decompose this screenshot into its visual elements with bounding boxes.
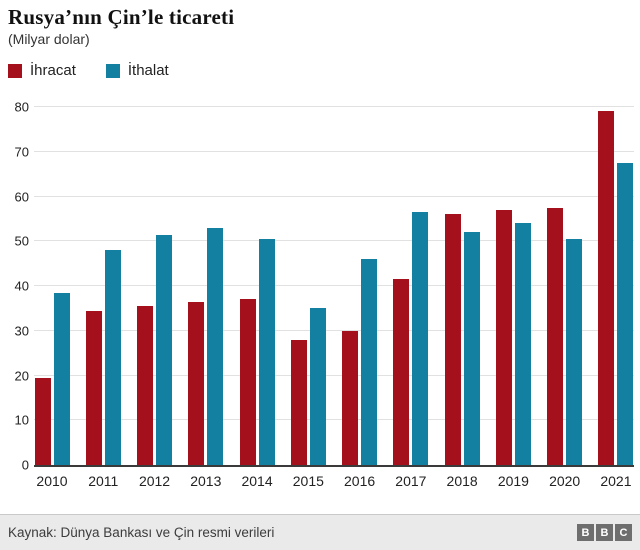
y-tick-40: 40 [14, 278, 29, 294]
gridline-80 [34, 106, 634, 107]
x-tick-2012: 2012 [138, 473, 171, 489]
gridline-60 [34, 195, 634, 197]
footer: Kaynak: Dünya Bankası ve Çin resmi veril… [0, 514, 640, 550]
bar-ithalat-2016 [361, 259, 378, 465]
bar-ithalat-2013 [207, 227, 224, 465]
bar-groups: 2010 2011 2012 2013 2014 2015 2016 2017 2018 2019… [34, 107, 634, 489]
bbc-logo-block: C [615, 524, 632, 541]
legend-item-ithalat: İthalat [105, 62, 169, 79]
legend: İhracat İthalat [0, 62, 640, 79]
bbc-logo-block: B [596, 524, 613, 541]
bar-ithalat-2010 [53, 292, 70, 465]
y-tick-50: 50 [14, 233, 29, 249]
year-group-2016: 2016 [342, 107, 378, 489]
bar-ithalat-2014 [258, 239, 275, 465]
gridline-30 [34, 329, 634, 331]
x-tick-2015: 2015 [292, 473, 324, 489]
bar-ihracat-2011 [85, 310, 102, 465]
gridline-10 [34, 419, 634, 421]
x-tick-2014: 2014 [241, 473, 273, 489]
bar-ithalat-2012 [156, 234, 173, 465]
bar-chart: 2010 2011 2012 2013 2014 2015 2016 2017 2018 2019… [8, 101, 634, 489]
bar-ithalat-2019 [514, 223, 531, 465]
chart-subtitle: (Milyar dolar) [8, 31, 90, 47]
plot-area: 2010 2011 2012 2013 2014 2015 2016 2017 2018 2019… [15, 101, 634, 489]
x-tick-2021: 2021 [600, 473, 632, 489]
x-tick-2020: 2020 [549, 473, 581, 489]
bar-ihracat-2017 [393, 279, 410, 465]
bar-ihracat-2014 [239, 299, 256, 465]
bar-ithalat-2015 [309, 308, 326, 465]
bar-ihracat-2013 [188, 301, 205, 465]
year-group-2019: 2019 [495, 107, 531, 489]
bar-ihracat-2018 [444, 214, 461, 465]
x-tick-2018: 2018 [446, 473, 478, 489]
x-tick-2013: 2013 [190, 473, 222, 489]
bar-ihracat-2019 [495, 209, 512, 465]
year-group-2018: 2018 [444, 107, 480, 489]
bar-ihracat-2012 [137, 306, 154, 465]
bbc-logo: B B C [577, 524, 632, 541]
legend-swatch-ithalat [105, 63, 120, 78]
legend-swatch-ihracat [8, 63, 22, 78]
x-tick-2019: 2019 [497, 473, 529, 489]
bar-ithalat-2018 [463, 232, 480, 465]
chart-title: Rusya’nın Çin’le ticareti [8, 5, 235, 29]
source-text: Kaynak: Dünya Bankası ve Çin resmi veril… [8, 525, 275, 540]
chart-header: Rusya’nın Çin’le ticareti (Milyar dolar) [0, 0, 640, 47]
legend-label-ithalat: İthalat [127, 62, 169, 79]
year-group-2014: 2014 [239, 107, 275, 489]
gridline-40 [34, 285, 634, 286]
bar-ihracat-2010 [34, 377, 51, 465]
x-tick-2016: 2016 [344, 473, 376, 489]
x-tick-2017: 2017 [395, 473, 427, 489]
y-tick-70: 70 [14, 144, 29, 160]
bar-ihracat-2016 [342, 330, 359, 465]
year-group-2011: 2011 [85, 107, 121, 489]
gridline-20 [34, 374, 634, 376]
y-tick-20: 20 [14, 368, 29, 383]
x-tick-2010: 2010 [36, 473, 68, 489]
year-group-2020: 2020 [547, 107, 583, 489]
y-tick-0: 0 [21, 457, 29, 473]
legend-item-ihracat: İhracat [8, 62, 76, 79]
year-group-2010: 2010 [34, 107, 70, 489]
gridline-50 [34, 240, 634, 242]
bar-ithalat-2017 [412, 212, 429, 465]
year-group-2015: 2015 [290, 107, 326, 489]
legend-label-ihracat: İhracat [30, 62, 76, 79]
y-tick-30: 30 [14, 323, 29, 339]
year-group-2021: 2021 [598, 107, 634, 489]
bar-ithalat-2011 [104, 250, 121, 465]
x-tick-2011: 2011 [88, 473, 119, 489]
gridline-70 [34, 150, 634, 152]
bar-ihracat-2015 [290, 339, 307, 465]
bbc-logo-block: B [577, 524, 594, 541]
bar-ihracat-2021 [598, 111, 615, 465]
y-tick-80: 80 [14, 99, 29, 115]
year-group-2012: 2012 [137, 107, 173, 489]
y-tick-10: 10 [14, 412, 29, 428]
bar-ithalat-2021 [617, 162, 634, 465]
year-group-2013: 2013 [188, 107, 224, 489]
bar-ithalat-2020 [566, 239, 583, 465]
bar-ihracat-2020 [547, 207, 564, 465]
y-tick-60: 60 [14, 189, 29, 204]
year-group-2017: 2017 [393, 107, 429, 489]
